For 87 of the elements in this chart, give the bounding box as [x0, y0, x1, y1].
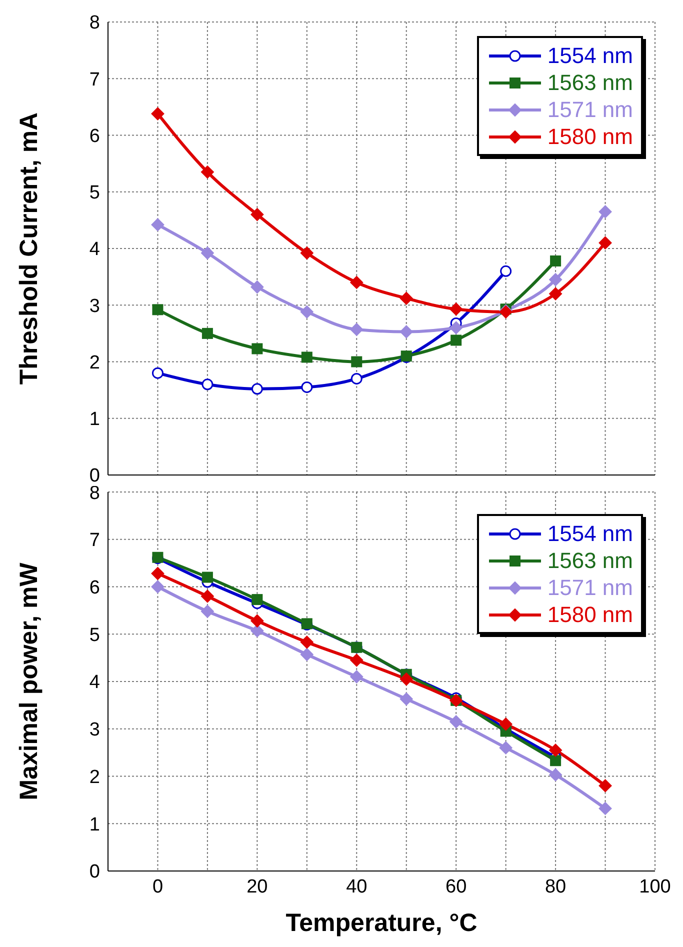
point — [152, 367, 164, 379]
point — [252, 594, 263, 606]
legend-label: 1563 nm — [547, 70, 633, 96]
y-tick-label: 3 — [89, 720, 100, 741]
point — [350, 670, 364, 684]
point — [350, 322, 364, 336]
point — [400, 325, 413, 338]
point — [598, 236, 612, 250]
x-tick-label: 80 — [544, 876, 566, 898]
point — [152, 304, 164, 316]
x-axis-title: Temperature, °C — [286, 909, 478, 937]
x-tick-label: 60 — [446, 876, 467, 898]
point — [252, 343, 263, 354]
y-axis-title: Maximal power, mW — [14, 562, 43, 800]
point — [151, 580, 164, 594]
y-tick-label: 1 — [89, 409, 100, 430]
y-tick-label: 5 — [89, 182, 100, 204]
point — [400, 692, 413, 706]
point — [202, 328, 213, 339]
point — [250, 614, 264, 628]
point — [450, 715, 463, 728]
point — [549, 744, 562, 757]
y-tick-label: 8 — [89, 12, 100, 34]
point — [300, 305, 314, 318]
point — [450, 334, 462, 346]
x-tick-label: 40 — [346, 876, 368, 898]
point — [250, 624, 264, 638]
x-tick-label: 100 — [639, 876, 671, 898]
x-tick-label: 0 — [152, 876, 164, 898]
point — [550, 255, 562, 266]
point — [350, 654, 364, 667]
legend-label: 1554 nm — [547, 42, 633, 68]
point — [301, 352, 312, 363]
point — [400, 292, 413, 305]
y-tick-label: 6 — [89, 577, 100, 598]
y-tick-label: 0 — [89, 862, 100, 883]
point — [300, 246, 314, 260]
point — [200, 246, 214, 260]
point — [598, 802, 612, 815]
point — [450, 302, 463, 316]
y-tick-label: 1 — [89, 814, 100, 836]
point — [251, 383, 263, 395]
legend-label: 1571 nm — [547, 574, 633, 600]
y-tick-label: 6 — [89, 126, 100, 147]
point — [598, 779, 612, 792]
point — [549, 273, 562, 286]
point — [250, 280, 264, 294]
y-tick-label: 5 — [89, 624, 100, 646]
point — [300, 648, 314, 661]
point — [549, 287, 562, 300]
point — [200, 590, 214, 603]
y-tick-label: 3 — [89, 296, 100, 317]
point — [450, 321, 463, 334]
point — [151, 107, 164, 120]
y-tick-label: 0 — [89, 466, 100, 487]
legend-label: 1554 nm — [547, 520, 633, 546]
point — [350, 276, 364, 289]
legend-label: 1580 nm — [547, 124, 633, 150]
y-tick-label: 4 — [89, 239, 100, 260]
point — [151, 218, 164, 232]
legend-label: 1580 nm — [547, 602, 633, 628]
point — [598, 205, 612, 218]
point — [499, 718, 512, 731]
legend-label: 1563 nm — [547, 548, 633, 574]
y-tick-label: 2 — [89, 766, 100, 788]
point — [200, 166, 214, 179]
y-axis-title: Threshold Current, mA — [14, 112, 43, 385]
point — [351, 356, 362, 368]
point — [202, 572, 213, 583]
x-tick-label: 20 — [246, 876, 268, 898]
point — [400, 672, 413, 686]
point — [499, 741, 512, 754]
point — [550, 755, 562, 766]
point — [151, 566, 164, 580]
point — [549, 768, 562, 782]
point — [200, 604, 214, 618]
point — [350, 372, 362, 384]
y-tick-label: 7 — [89, 69, 100, 90]
y-tick-label: 7 — [89, 530, 100, 552]
legend-label: 1571 nm — [547, 96, 633, 122]
y-tick-label: 2 — [89, 352, 100, 374]
point — [202, 378, 214, 390]
point — [500, 265, 512, 277]
y-tick-label: 4 — [89, 672, 100, 694]
point — [300, 636, 314, 649]
point — [301, 381, 313, 393]
point — [250, 208, 264, 222]
